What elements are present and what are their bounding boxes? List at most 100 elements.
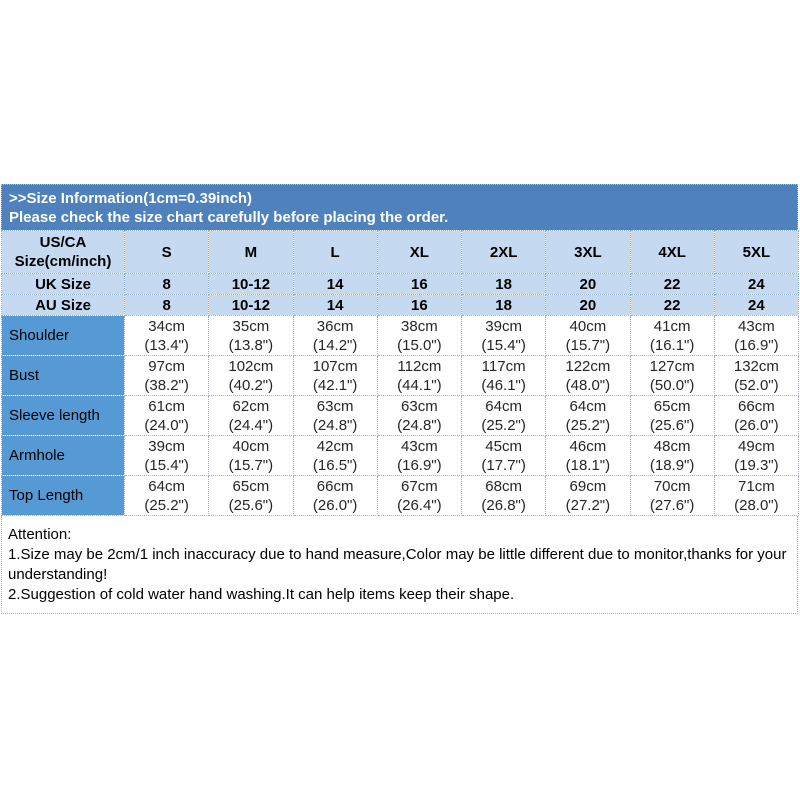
cm-value: 127cm bbox=[649, 357, 695, 375]
inch-value: (14.2") bbox=[312, 336, 358, 354]
measurement-cell: 64cm (25.2") bbox=[545, 395, 631, 436]
uk-size-cell: 24 bbox=[713, 273, 800, 295]
inch-value: (17.7") bbox=[481, 456, 526, 474]
inch-value: (25.6") bbox=[649, 416, 695, 434]
measurement-cell: 36cm (14.2") bbox=[292, 315, 378, 356]
measurement-cell: 43cm (16.9") bbox=[713, 315, 800, 356]
cm-value: 67cm bbox=[401, 477, 438, 495]
corner-label-line2: Size(cm/inch) bbox=[14, 253, 112, 270]
cm-value: 69cm bbox=[569, 477, 607, 495]
au-size-cell: 8 bbox=[123, 294, 210, 316]
measurement-cell: 48cm (18.9") bbox=[629, 435, 715, 476]
cm-value: 46cm bbox=[569, 437, 607, 455]
attention-heading: Attention: bbox=[8, 526, 72, 543]
inch-value: (24.8") bbox=[312, 416, 358, 434]
size-chart-sheet: >>Size Information(1cm=0.39inch) Please … bbox=[1, 184, 800, 614]
corner-header-cell: US/CA Size(cm/inch) bbox=[1, 230, 125, 274]
inch-value: (13.4") bbox=[144, 336, 189, 354]
corner-label-line1: US/CA bbox=[39, 234, 87, 251]
cm-value: 41cm bbox=[653, 317, 691, 335]
measurement-cell: 49cm (19.3") bbox=[713, 435, 800, 476]
inch-value: (48.0") bbox=[565, 376, 611, 394]
measurement-cell: 40cm (15.7") bbox=[208, 435, 294, 476]
au-size-cell: 18 bbox=[460, 294, 547, 316]
inch-value: (16.1") bbox=[649, 336, 695, 354]
inch-value: (38.2") bbox=[144, 376, 189, 394]
inch-value: (24.8") bbox=[397, 416, 442, 434]
inch-value: (15.7") bbox=[228, 456, 274, 474]
cm-value: 66cm bbox=[316, 477, 354, 495]
inch-value: (46.1") bbox=[481, 376, 526, 394]
cm-value: 68cm bbox=[485, 477, 522, 495]
size-header-cell: 4XL bbox=[629, 230, 715, 274]
inch-value: (15.7") bbox=[565, 336, 611, 354]
inch-value: (50.0") bbox=[649, 376, 695, 394]
measurement-row-armhole: Armhole 39cm (15.4") 40cm (15.7") 42cm (16.… bbox=[1, 435, 800, 476]
size-header-cell: M bbox=[208, 230, 294, 274]
inch-value: (42.1") bbox=[312, 376, 358, 394]
inch-value: (24.0") bbox=[144, 416, 189, 434]
attention-line-1: 1.Size may be 2cm/1 inch inaccuracy due … bbox=[8, 546, 787, 583]
inch-value: (18.1") bbox=[565, 456, 611, 474]
measurement-row-top-length: Top Length 64cm (25.2") 65cm (25.6") 66cm(… bbox=[1, 475, 800, 516]
inch-value: (40.2") bbox=[228, 376, 274, 394]
size-info-subtitle: Please check the size chart carefully be… bbox=[9, 209, 449, 226]
measurement-cell: 102cm (40.2") bbox=[208, 355, 294, 396]
cm-value: 97cm bbox=[148, 357, 185, 375]
measurement-label: Sleeve length bbox=[1, 395, 125, 436]
cm-value: 65cm bbox=[232, 477, 270, 495]
cm-value: 61cm bbox=[148, 397, 185, 415]
cm-value: 102cm bbox=[228, 357, 274, 375]
measurement-cell: 65cm (25.6") bbox=[629, 395, 715, 436]
size-header-cell: 5XL bbox=[713, 230, 800, 274]
measurement-label: Shoulder bbox=[1, 315, 125, 356]
cm-value: 63cm bbox=[316, 397, 354, 415]
cm-value: 112cm bbox=[397, 357, 442, 375]
cm-value: 132cm bbox=[733, 357, 779, 375]
cm-value: 49cm bbox=[738, 437, 775, 455]
au-size-cell: 24 bbox=[713, 294, 800, 316]
inch-value: (26.8") bbox=[481, 496, 526, 514]
uk-size-label: UK Size bbox=[1, 273, 125, 295]
size-chart-table: US/CA Size(cm/inch) S M L XL 2XL 3XL 4XL… bbox=[1, 230, 800, 516]
cm-value: 45cm bbox=[485, 437, 522, 455]
inch-value: (27.2") bbox=[565, 496, 611, 514]
uk-size-cell: 8 bbox=[123, 273, 210, 295]
cm-value: 64cm bbox=[569, 397, 607, 415]
inch-value: (25.2") bbox=[144, 496, 189, 514]
size-header-cell: S bbox=[123, 230, 210, 274]
cm-value: 43cm bbox=[401, 437, 438, 455]
uk-size-cell: 18 bbox=[460, 273, 547, 295]
cm-value: 64cm bbox=[148, 477, 185, 495]
inch-value: (44.1") bbox=[397, 376, 442, 394]
measurement-cell: 41cm (16.1") bbox=[629, 315, 715, 356]
cm-value: 64cm bbox=[485, 397, 522, 415]
uk-size-cell: 16 bbox=[376, 273, 463, 295]
cm-value: 39cm bbox=[485, 317, 522, 335]
size-header-cell: 3XL bbox=[545, 230, 631, 274]
inch-value: (13.8") bbox=[228, 336, 274, 354]
inch-value: (16.9") bbox=[397, 456, 442, 474]
measurement-cell: 117cm (46.1") bbox=[460, 355, 547, 396]
measurement-cell: 38cm (15.0") bbox=[376, 315, 463, 356]
measurement-cell: 69cm (27.2") bbox=[545, 475, 631, 516]
measurement-cell: 127cm (50.0") bbox=[629, 355, 715, 396]
inch-value: (27.6") bbox=[649, 496, 695, 514]
measurement-cell: 63cm (24.8") bbox=[292, 395, 378, 436]
cm-value: 71cm bbox=[738, 477, 775, 495]
measurement-row-bust: Bust 97cm (38.2") 102cm (40.2") 107cm (42.1… bbox=[1, 355, 800, 396]
measurement-cell: 68cm (26.8") bbox=[460, 475, 547, 516]
uk-size-row: UK Size 8 10-12 14 16 18 20 22 24 bbox=[1, 273, 800, 295]
cm-value: 65cm bbox=[653, 397, 691, 415]
cm-value: 42cm bbox=[316, 437, 354, 455]
au-size-cell: 10-12 bbox=[208, 294, 294, 316]
measurement-cell: 97cm (38.2") bbox=[123, 355, 210, 396]
inch-value: (25.2") bbox=[481, 416, 526, 434]
cm-value: 40cm bbox=[232, 437, 270, 455]
measurement-cell: 65cm (25.6") bbox=[208, 475, 294, 516]
attention-note: Attention: 1.Size may be 2cm/1 inch inac… bbox=[1, 516, 798, 614]
cm-value: 39cm bbox=[148, 437, 185, 455]
uk-size-cell: 14 bbox=[292, 273, 378, 295]
inch-value: (18.9") bbox=[649, 456, 695, 474]
measurement-cell: 112cm (44.1") bbox=[376, 355, 463, 396]
